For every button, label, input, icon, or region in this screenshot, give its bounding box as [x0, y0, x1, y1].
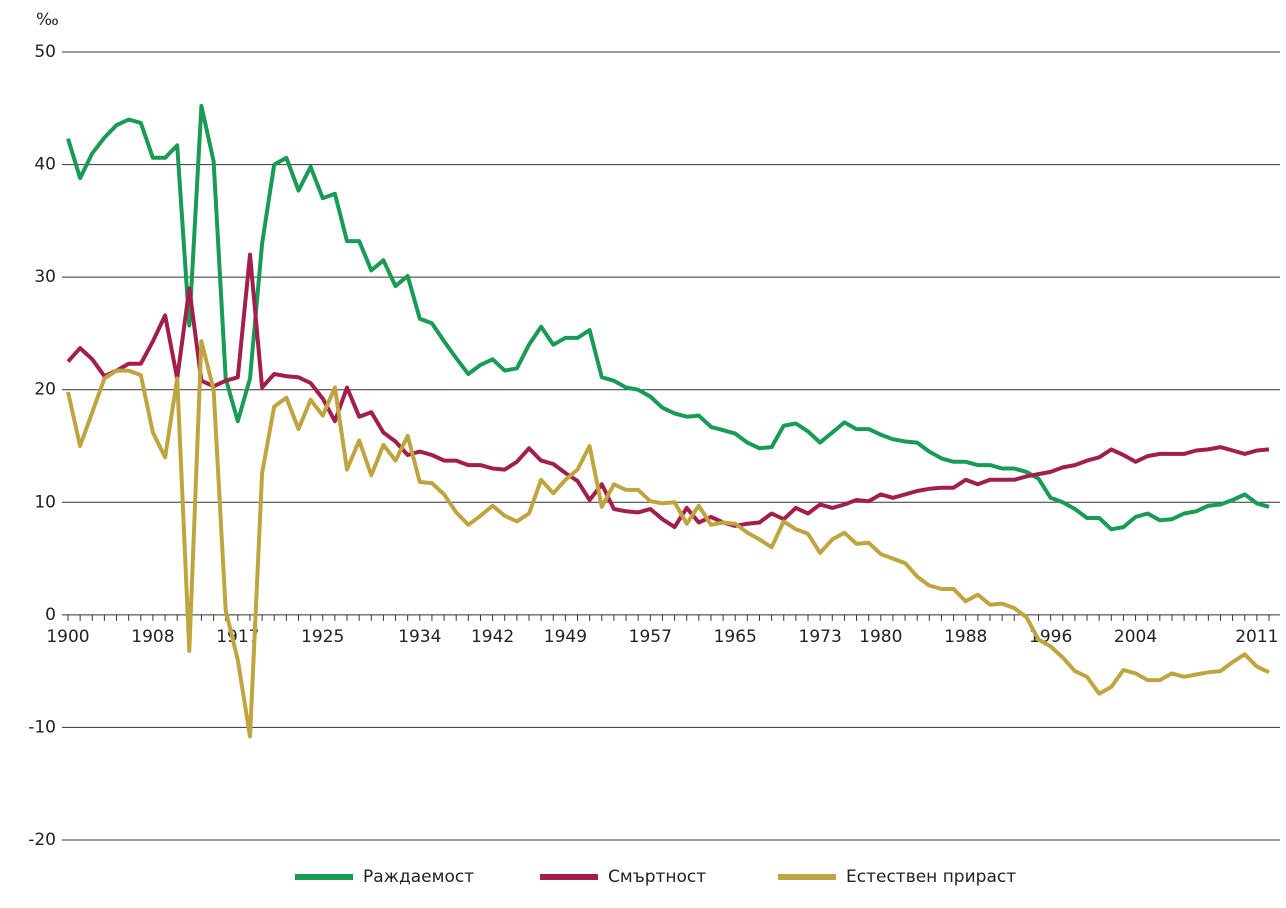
y-tick-label: -10: [28, 717, 56, 737]
x-tick-label: 1980: [859, 627, 902, 647]
x-tick-label: 1942: [471, 627, 514, 647]
y-tick-label: -20: [28, 830, 56, 850]
x-tick-label: 1934: [398, 627, 441, 647]
x-tick-label: 2004: [1114, 627, 1157, 647]
y-unit: ‰: [36, 10, 59, 30]
y-tick-label: 30: [34, 267, 56, 287]
y-tick-label: 20: [34, 380, 56, 400]
y-tick-label: 10: [34, 492, 56, 512]
y-tick-label: 40: [34, 155, 56, 175]
legend-label: Естествен прираст: [846, 867, 1016, 887]
y-tick-label: 50: [34, 42, 56, 62]
x-tick-label: 1973: [799, 627, 842, 647]
legend-label: Раждаемост: [363, 867, 474, 887]
x-tick-label: 1957: [629, 627, 672, 647]
x-tick-label: 1965: [714, 627, 757, 647]
x-tick-label: 2011: [1235, 627, 1278, 647]
x-tick-label: 1908: [131, 627, 174, 647]
y-tick-label: 0: [45, 605, 56, 625]
series-line: [66, 252, 1270, 530]
series-line: [66, 339, 1270, 739]
legend-label: Смъртност: [608, 867, 706, 887]
series-line: [66, 104, 1270, 532]
x-tick-label: 1925: [301, 627, 344, 647]
x-tick-label: 1949: [544, 627, 587, 647]
x-tick-label: 1917: [216, 627, 259, 647]
x-tick-label: 1988: [944, 627, 987, 647]
x-tick-label: 1900: [46, 627, 89, 647]
